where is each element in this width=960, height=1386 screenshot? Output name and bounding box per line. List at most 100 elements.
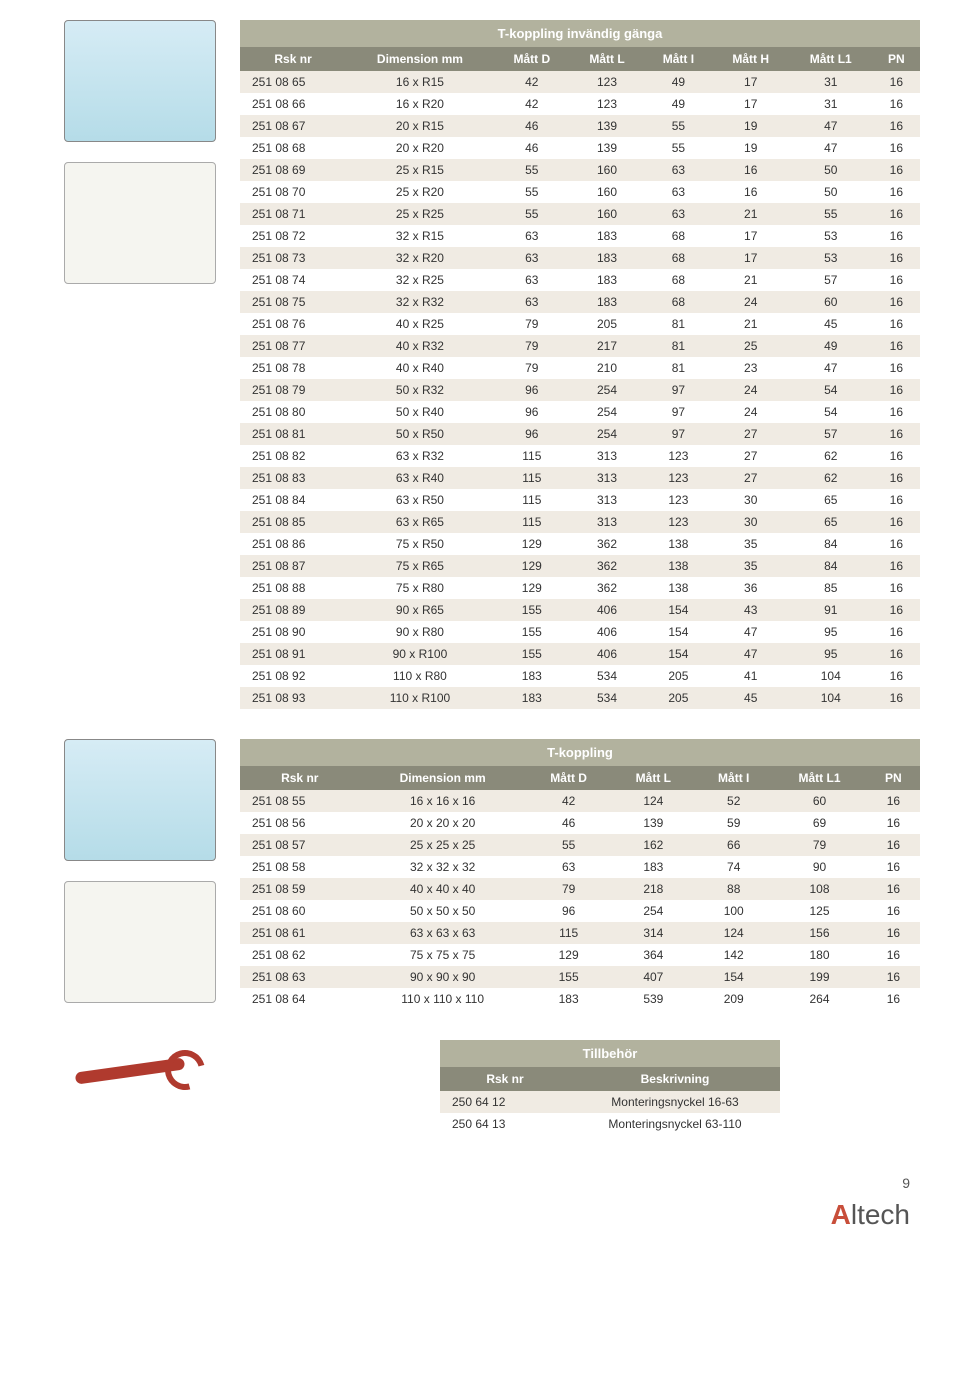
table-row: 251 08 6820 x R204613955194716: [240, 137, 920, 159]
table-cell: 62: [789, 467, 873, 489]
table-cell: 68: [644, 247, 712, 269]
table-cell: 251 08 84: [240, 489, 346, 511]
table-cell: 139: [570, 137, 644, 159]
table-row: 251 08 64110 x 110 x 11018353920926416: [240, 988, 920, 1010]
table-row: 251 08 8263 x R32115313123276216: [240, 445, 920, 467]
table-cell: 63 x 63 x 63: [360, 922, 526, 944]
table-cell: 90 x R100: [346, 643, 494, 665]
table-row: 250 64 13Monteringsnyckel 63-110: [440, 1113, 780, 1135]
table-cell: 313: [570, 467, 644, 489]
table-cell: 17: [713, 225, 789, 247]
table-cell: 251 08 56: [240, 812, 360, 834]
table2-wrap: T-kopplingRsk nrDimension mmMått DMått L…: [240, 739, 920, 1010]
table-cell: 50 x 50 x 50: [360, 900, 526, 922]
table-row: 251 08 5832 x 32 x 3263183749016: [240, 856, 920, 878]
table-cell: 46: [526, 812, 612, 834]
table-cell: 79: [494, 357, 570, 379]
table-cell: 313: [570, 511, 644, 533]
table-cell: 17: [713, 93, 789, 115]
table-cell: 251 08 85: [240, 511, 346, 533]
table-cell: 68: [644, 269, 712, 291]
table-cell: 16: [873, 313, 920, 335]
table-cell: 32 x R15: [346, 225, 494, 247]
table-cell: 254: [570, 423, 644, 445]
table-row: 251 08 9090 x R80155406154479516: [240, 621, 920, 643]
table-cell: 79: [772, 834, 866, 856]
table-cell: 251 08 82: [240, 445, 346, 467]
table-cell: 156: [772, 922, 866, 944]
table-cell: 47: [713, 621, 789, 643]
table-cell: 155: [526, 966, 612, 988]
table-cell: 16: [867, 944, 920, 966]
column-header: Dimension mm: [346, 47, 494, 71]
table-cell: 85: [789, 577, 873, 599]
table-cell: 79: [494, 313, 570, 335]
table-cell: 138: [644, 533, 712, 555]
table-cell: 60: [772, 790, 866, 812]
brand-logo: Altech: [40, 1199, 910, 1231]
table-cell: 16: [873, 621, 920, 643]
table-cell: 16: [873, 159, 920, 181]
table-cell: 59: [695, 812, 772, 834]
table-cell: 20 x 20 x 20: [360, 812, 526, 834]
table-cell: 50: [789, 181, 873, 203]
table-cell: 154: [695, 966, 772, 988]
table-row: 251 08 6390 x 90 x 9015540715419916: [240, 966, 920, 988]
table-cell: 20 x R15: [346, 115, 494, 137]
table-cell: 63: [644, 203, 712, 225]
table-cell: 251 08 91: [240, 643, 346, 665]
table-cell: 534: [570, 665, 644, 687]
column-header: Mått D: [526, 766, 612, 790]
table-row: 251 08 8150 x R509625497275716: [240, 423, 920, 445]
table-cell: 251 08 80: [240, 401, 346, 423]
table-cell: 49: [789, 335, 873, 357]
table-cell: 42: [526, 790, 612, 812]
table-row: 251 08 6516 x R154212349173116: [240, 71, 920, 93]
table-cell: 16: [873, 401, 920, 423]
table-cell: 313: [570, 489, 644, 511]
table-cell: 24: [713, 291, 789, 313]
table-cell: 155: [494, 621, 570, 643]
table-cell: 30: [713, 511, 789, 533]
table-cell: 55: [789, 203, 873, 225]
column-header: Rsk nr: [240, 47, 346, 71]
table-cell: 154: [644, 643, 712, 665]
table-cell: 45: [789, 313, 873, 335]
table-cell: 96: [494, 423, 570, 445]
table-cell: 125: [772, 900, 866, 922]
table-cell: 313: [570, 445, 644, 467]
table-row: 251 08 7332 x R206318368175316: [240, 247, 920, 269]
table-cell: 16: [713, 181, 789, 203]
table-cell: 251 08 72: [240, 225, 346, 247]
table-cell: Monteringsnyckel 63-110: [570, 1113, 780, 1135]
table-cell: 129: [494, 533, 570, 555]
table-cell: 50: [789, 159, 873, 181]
table-cell: 108: [772, 878, 866, 900]
column-header: Beskrivning: [570, 1067, 780, 1091]
table-cell: 314: [612, 922, 696, 944]
table-cell: 251 08 58: [240, 856, 360, 878]
table-cell: 251 08 68: [240, 137, 346, 159]
table-cell: 16: [873, 379, 920, 401]
table-cell: 79: [494, 335, 570, 357]
table-row: 251 08 6720 x R154613955194716: [240, 115, 920, 137]
table-cell: 16: [873, 225, 920, 247]
table-cell: 32 x 32 x 32: [360, 856, 526, 878]
table-cell: 16: [873, 247, 920, 269]
table-cell: 264: [772, 988, 866, 1010]
table-cell: 183: [494, 687, 570, 709]
table-cell: 251 08 74: [240, 269, 346, 291]
table-cell: 32 x R32: [346, 291, 494, 313]
table-cell: 62: [789, 445, 873, 467]
table-cell: 251 08 55: [240, 790, 360, 812]
table-cell: 180: [772, 944, 866, 966]
table-cell: 183: [494, 665, 570, 687]
table-cell: 251 08 87: [240, 555, 346, 577]
table-cell: 90 x R80: [346, 621, 494, 643]
table-cell: 16 x 16 x 16: [360, 790, 526, 812]
table-row: 250 64 12Monteringsnyckel 16-63: [440, 1091, 780, 1113]
table-cell: 124: [612, 790, 696, 812]
table-row: 251 08 8363 x R40115313123276216: [240, 467, 920, 489]
table-cell: 47: [789, 115, 873, 137]
table-cell: 16: [873, 467, 920, 489]
